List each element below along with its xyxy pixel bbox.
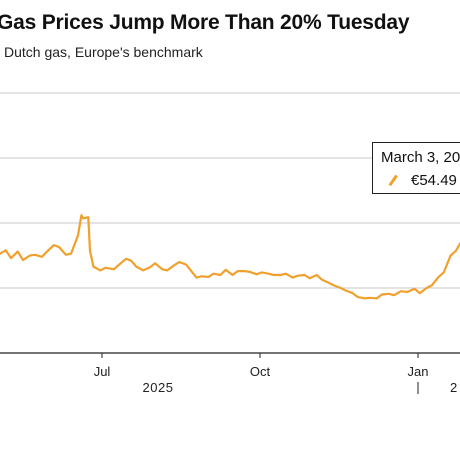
chart-title: Gas Prices Jump More Than 20% Tuesday	[0, 11, 410, 34]
chart-subtitle: Dutch gas, Europe's benchmark	[4, 44, 203, 60]
x-tick-label: Jan	[408, 364, 429, 379]
tooltip-series-swatch	[388, 174, 398, 187]
year-label: 2025	[143, 380, 174, 395]
year-label: 2	[450, 380, 457, 395]
x-tick-label: Oct	[250, 364, 271, 379]
series-line	[0, 214, 460, 300]
tooltip-value: €54.49	[411, 172, 457, 189]
tooltip: March 3, 20 €54.49	[372, 142, 460, 194]
tooltip-date: March 3, 20	[381, 149, 460, 166]
x-tick-label: Jul	[94, 364, 111, 379]
